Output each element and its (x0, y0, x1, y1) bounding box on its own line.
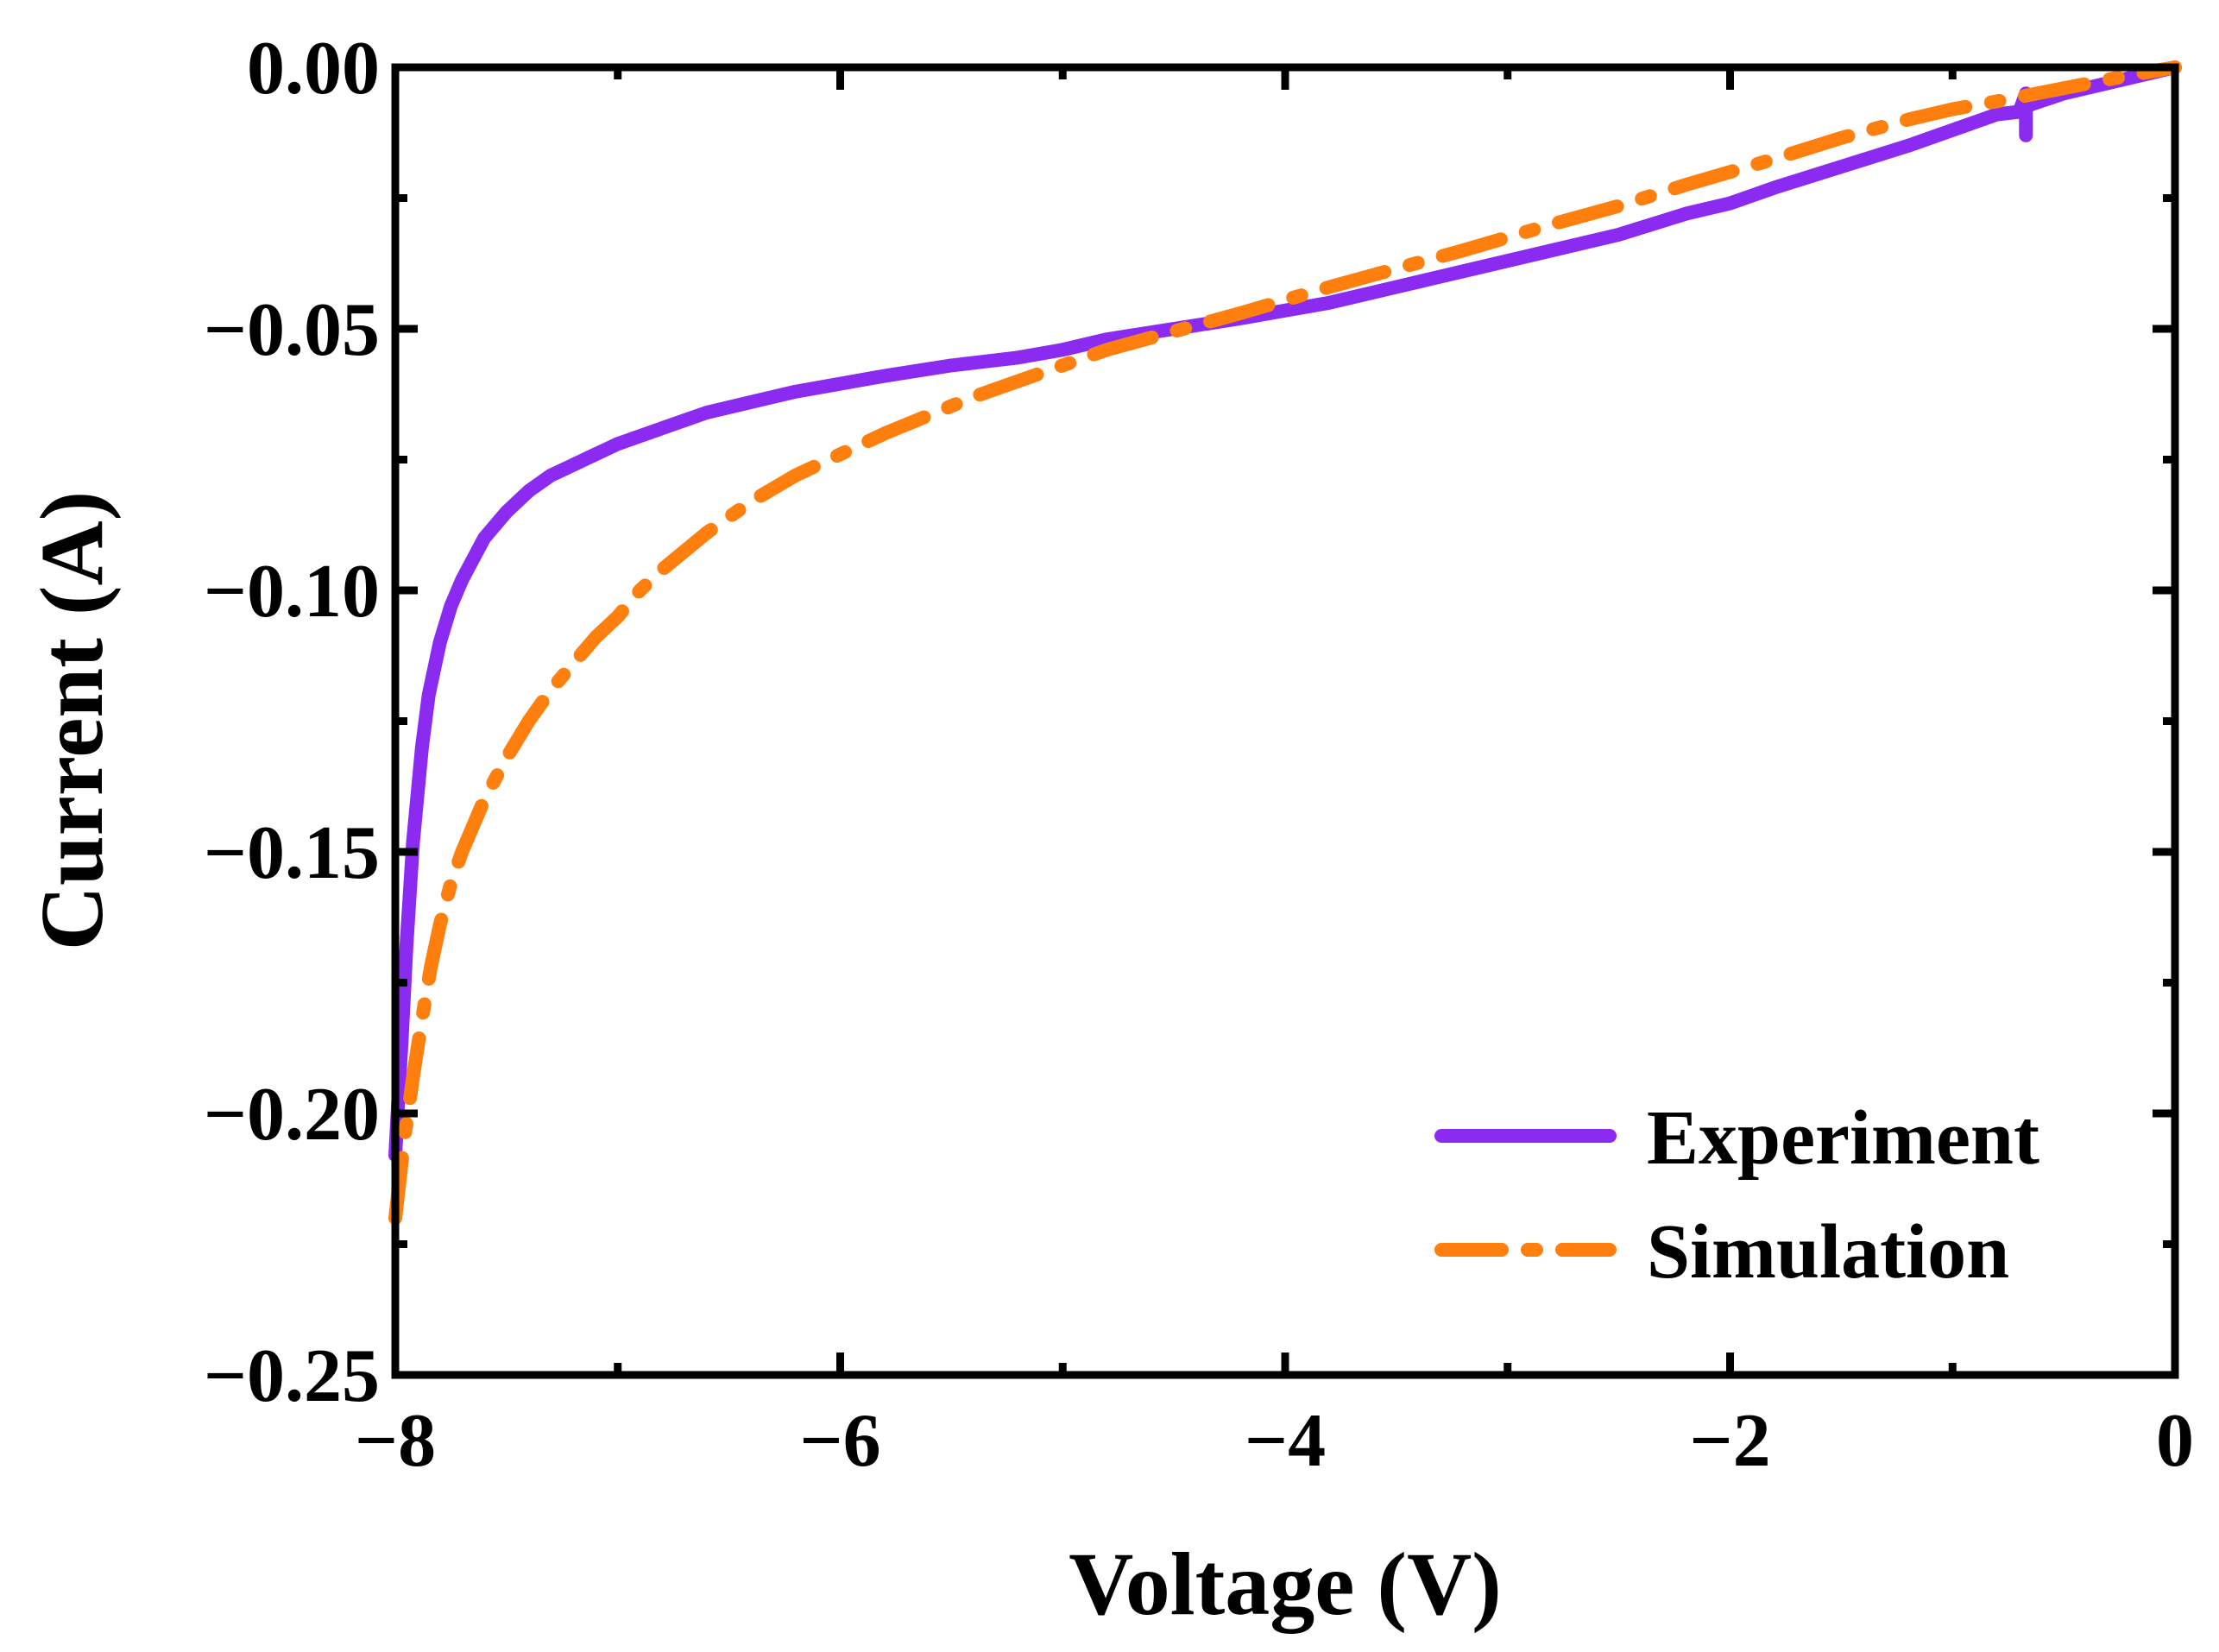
x-axis-title: Voltage (V) (1069, 1535, 1502, 1634)
y-tick-label: −0.20 (204, 1073, 380, 1157)
series-line-experiment (388, 60, 2182, 1163)
x-tick-label: −8 (355, 1399, 436, 1483)
y-tick-label: −0.05 (204, 288, 380, 372)
series-layer (388, 60, 2182, 1226)
x-tick-label: −4 (1245, 1399, 1326, 1483)
x-tick-label: 0 (2156, 1399, 2194, 1483)
y-tick-label: 0.00 (247, 27, 380, 110)
y-tick-label: −0.15 (204, 811, 380, 895)
x-tick-label: −2 (1689, 1399, 1770, 1483)
legend-label-simulation: Simulation (1647, 1209, 2009, 1295)
series-line-simulation (388, 60, 2182, 1226)
x-tick-label: −6 (799, 1399, 880, 1483)
legend-label-experiment: Experiment (1647, 1095, 2039, 1181)
y-tick-label: −0.10 (204, 550, 380, 634)
plot-frame (391, 63, 2179, 1379)
y-tick-label: −0.25 (204, 1334, 380, 1418)
legend: Experiment Simulation (1434, 1095, 2039, 1295)
y-axis-title: Current (A) (22, 491, 122, 950)
tick-label-layer: −8 −6 −4 −2 0 0.00 −0.05 −0.10 −0.15 −0.20 −0.25 (204, 27, 2194, 1483)
